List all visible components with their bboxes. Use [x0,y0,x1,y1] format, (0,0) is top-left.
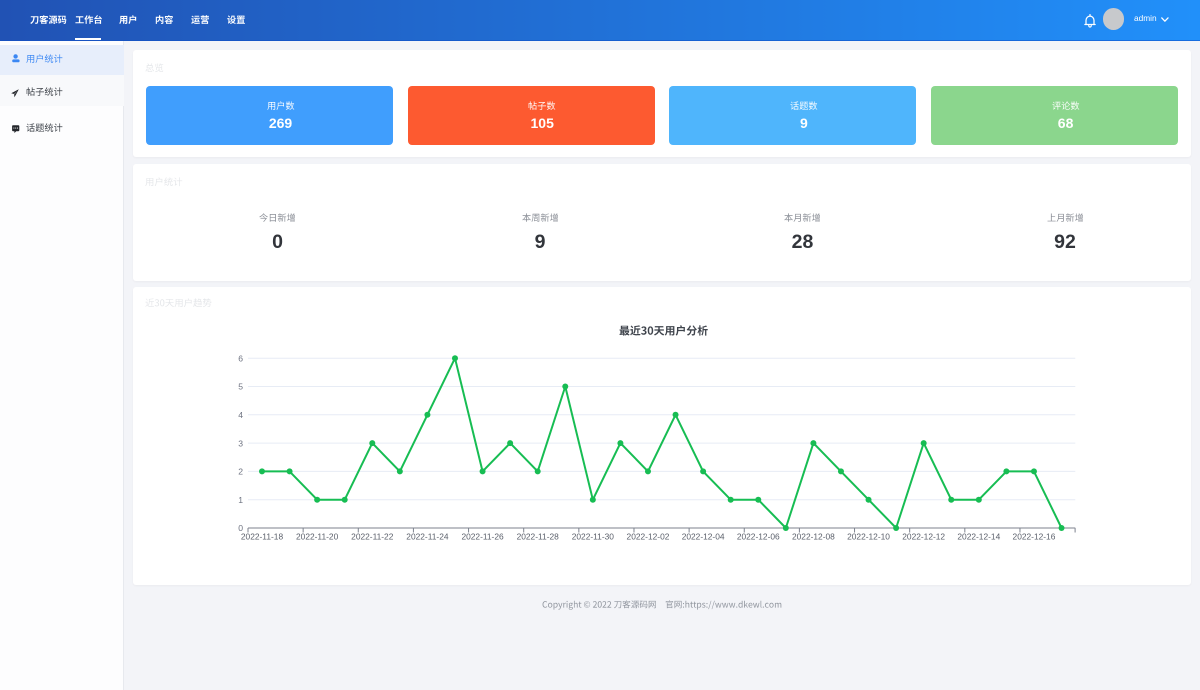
svg-text:2022-12-06: 2022-12-06 [737,532,780,542]
svg-text:6: 6 [238,353,243,363]
svg-text:5: 5 [238,382,243,392]
svg-text:2022-12-12: 2022-12-12 [902,532,945,542]
svg-text:2022-11-28: 2022-11-28 [517,532,560,542]
svg-text:4: 4 [238,410,243,420]
svg-text:2022-11-24: 2022-11-24 [406,532,449,542]
svg-text:2022-11-18: 2022-11-18 [241,532,284,542]
svg-text:2022-11-26: 2022-11-26 [461,532,504,542]
svg-text:2: 2 [238,467,243,477]
svg-text:2022-11-30: 2022-11-30 [572,532,615,542]
svg-text:2022-11-22: 2022-11-22 [351,532,394,542]
svg-text:2022-12-10: 2022-12-10 [847,532,890,542]
svg-text:2022-12-02: 2022-12-02 [627,532,670,542]
svg-text:2022-12-14: 2022-12-14 [957,532,1000,542]
svg-text:2022-12-04: 2022-12-04 [682,532,725,542]
svg-text:0: 0 [238,523,243,533]
svg-text:1: 1 [238,495,243,505]
svg-text:2022-12-16: 2022-12-16 [1013,532,1056,542]
svg-text:3: 3 [238,438,243,448]
svg-text:2022-12-08: 2022-12-08 [792,532,835,542]
svg-text:2022-11-20: 2022-11-20 [296,532,339,542]
